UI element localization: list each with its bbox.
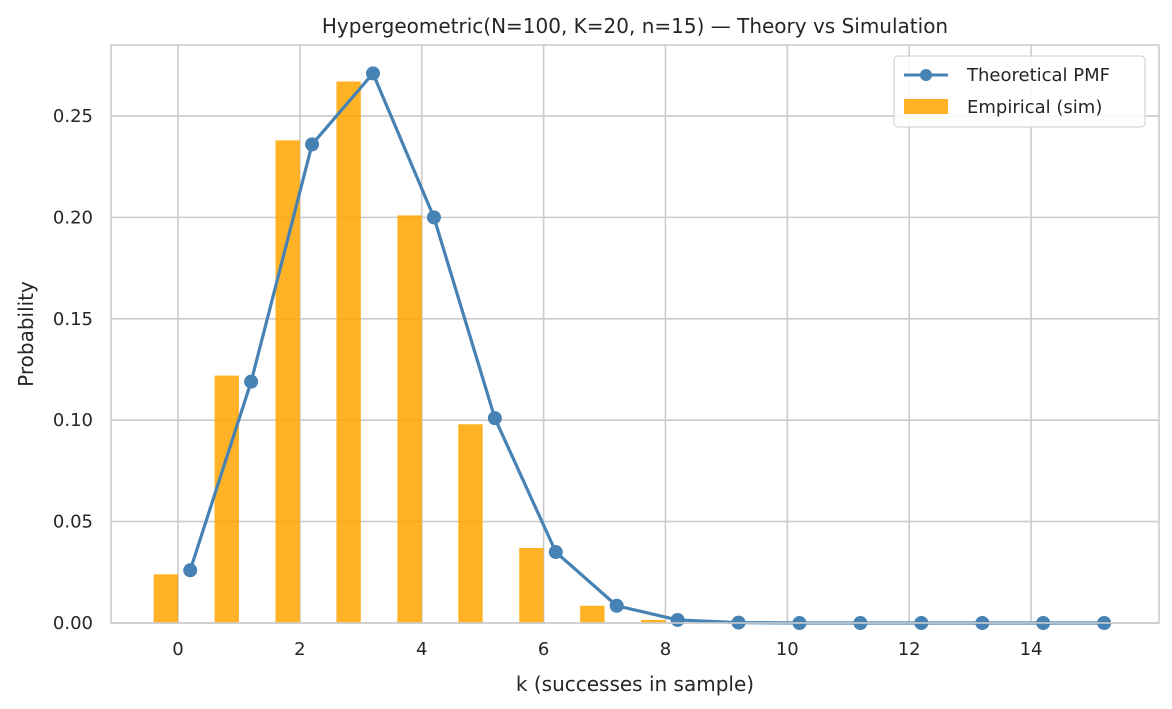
- legend-bar-swatch: [904, 99, 948, 114]
- empirical-bar: [519, 547, 544, 623]
- theoretical-point: [244, 374, 259, 389]
- x-axis-label: k (successes in sample): [516, 672, 754, 696]
- y-tick-label: 0.25: [53, 106, 93, 127]
- y-tick-label: 0.05: [53, 512, 93, 533]
- legend-label-empirical: Empirical (sim): [967, 97, 1102, 118]
- theoretical-point: [366, 66, 380, 81]
- x-tick-label: 2: [294, 639, 305, 660]
- theoretical-point: [548, 545, 563, 560]
- x-tick-label: 10: [776, 639, 799, 660]
- x-tick-label: 6: [538, 639, 549, 660]
- empirical-bar: [336, 81, 361, 624]
- theoretical-line: [183, 66, 1112, 630]
- chart-title: Hypergeometric(N=100, K=20, n=15) — Theo…: [322, 14, 948, 38]
- legend-box: [893, 55, 1146, 128]
- empirical-bar: [275, 140, 300, 623]
- x-tick-labels: 0 2 4 6 8 10 12 14: [172, 639, 1042, 660]
- y-tick-label: 0.00: [53, 613, 93, 634]
- x-tick-label: 12: [898, 639, 921, 660]
- empirical-bar: [641, 619, 666, 623]
- empirical-bar: [580, 605, 605, 623]
- theoretical-point: [183, 563, 198, 578]
- y-tick-label: 0.20: [53, 207, 93, 228]
- empirical-bar: [214, 375, 239, 623]
- legend: Theoretical PMF Empirical (sim): [893, 55, 1146, 128]
- legend-label-theoretical: Theoretical PMF: [966, 65, 1110, 86]
- legend-marker-swatch: [920, 69, 932, 81]
- x-tick-label: 0: [172, 639, 183, 660]
- x-tick-label: 14: [1020, 639, 1043, 660]
- y-tick-label: 0.15: [53, 309, 93, 330]
- y-axis-label: Probability: [14, 281, 38, 387]
- empirical-bar: [458, 424, 483, 623]
- theoretical-point: [426, 210, 441, 225]
- empirical-bar: [397, 215, 422, 623]
- grid: [111, 45, 1159, 624]
- x-tick-label: 4: [416, 639, 427, 660]
- empirical-bar: [153, 574, 179, 623]
- y-tick-labels: 0.00 0.05 0.10 0.15 0.20 0.25: [53, 106, 93, 634]
- empirical-bars: [153, 81, 666, 624]
- plot-frame: [110, 44, 1160, 624]
- theoretical-point: [609, 598, 624, 613]
- theoretical-point: [487, 411, 502, 426]
- theoretical-pmf-line: [188, 71, 1105, 625]
- y-tick-label: 0.10: [53, 410, 93, 431]
- theoretical-point: [670, 612, 685, 627]
- theoretical-point: [305, 137, 320, 152]
- x-tick-label: 8: [660, 639, 671, 660]
